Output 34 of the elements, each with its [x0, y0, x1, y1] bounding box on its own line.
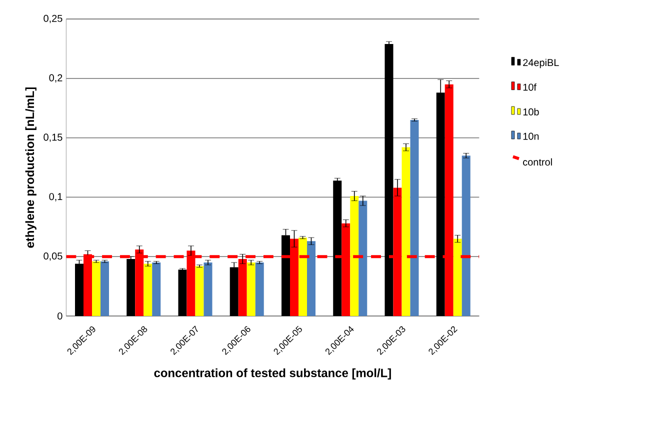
legend-label: 10b	[523, 108, 539, 116]
y-tick-label: 0,15	[44, 134, 62, 142]
bar	[230, 267, 238, 316]
legend-label: 24epiBL	[523, 58, 559, 68]
y-tick-label: 0,25	[44, 14, 62, 24]
bar	[350, 196, 359, 316]
bar	[75, 264, 84, 316]
bar	[255, 262, 264, 316]
bar	[204, 262, 212, 316]
legend-label: 10f	[523, 83, 536, 91]
bar	[462, 156, 470, 316]
legend-label: 10n	[523, 132, 539, 140]
y-tick-label: 0,05	[44, 252, 62, 261]
bar	[436, 92, 445, 316]
bar	[92, 261, 100, 316]
bar	[144, 264, 152, 316]
bar	[178, 270, 187, 316]
y-axis-title: ethylene production [nL/mL]	[25, 87, 36, 248]
legend-label: control	[523, 158, 552, 166]
bar	[152, 262, 161, 316]
y-tick-label: 0,1	[49, 193, 62, 202]
bar	[358, 200, 368, 316]
bar	[126, 258, 136, 316]
y-tick-label: 0,2	[49, 74, 62, 83]
bar	[195, 266, 204, 316]
bar	[298, 238, 307, 316]
bar	[402, 147, 410, 316]
bar	[246, 262, 256, 316]
bar	[453, 238, 462, 316]
bar	[100, 261, 109, 316]
bar	[307, 241, 316, 316]
bar	[410, 120, 419, 316]
y-tick-label: 0	[58, 312, 62, 320]
x-axis-title: concentration of tested substance [mol/L]	[154, 368, 391, 380]
